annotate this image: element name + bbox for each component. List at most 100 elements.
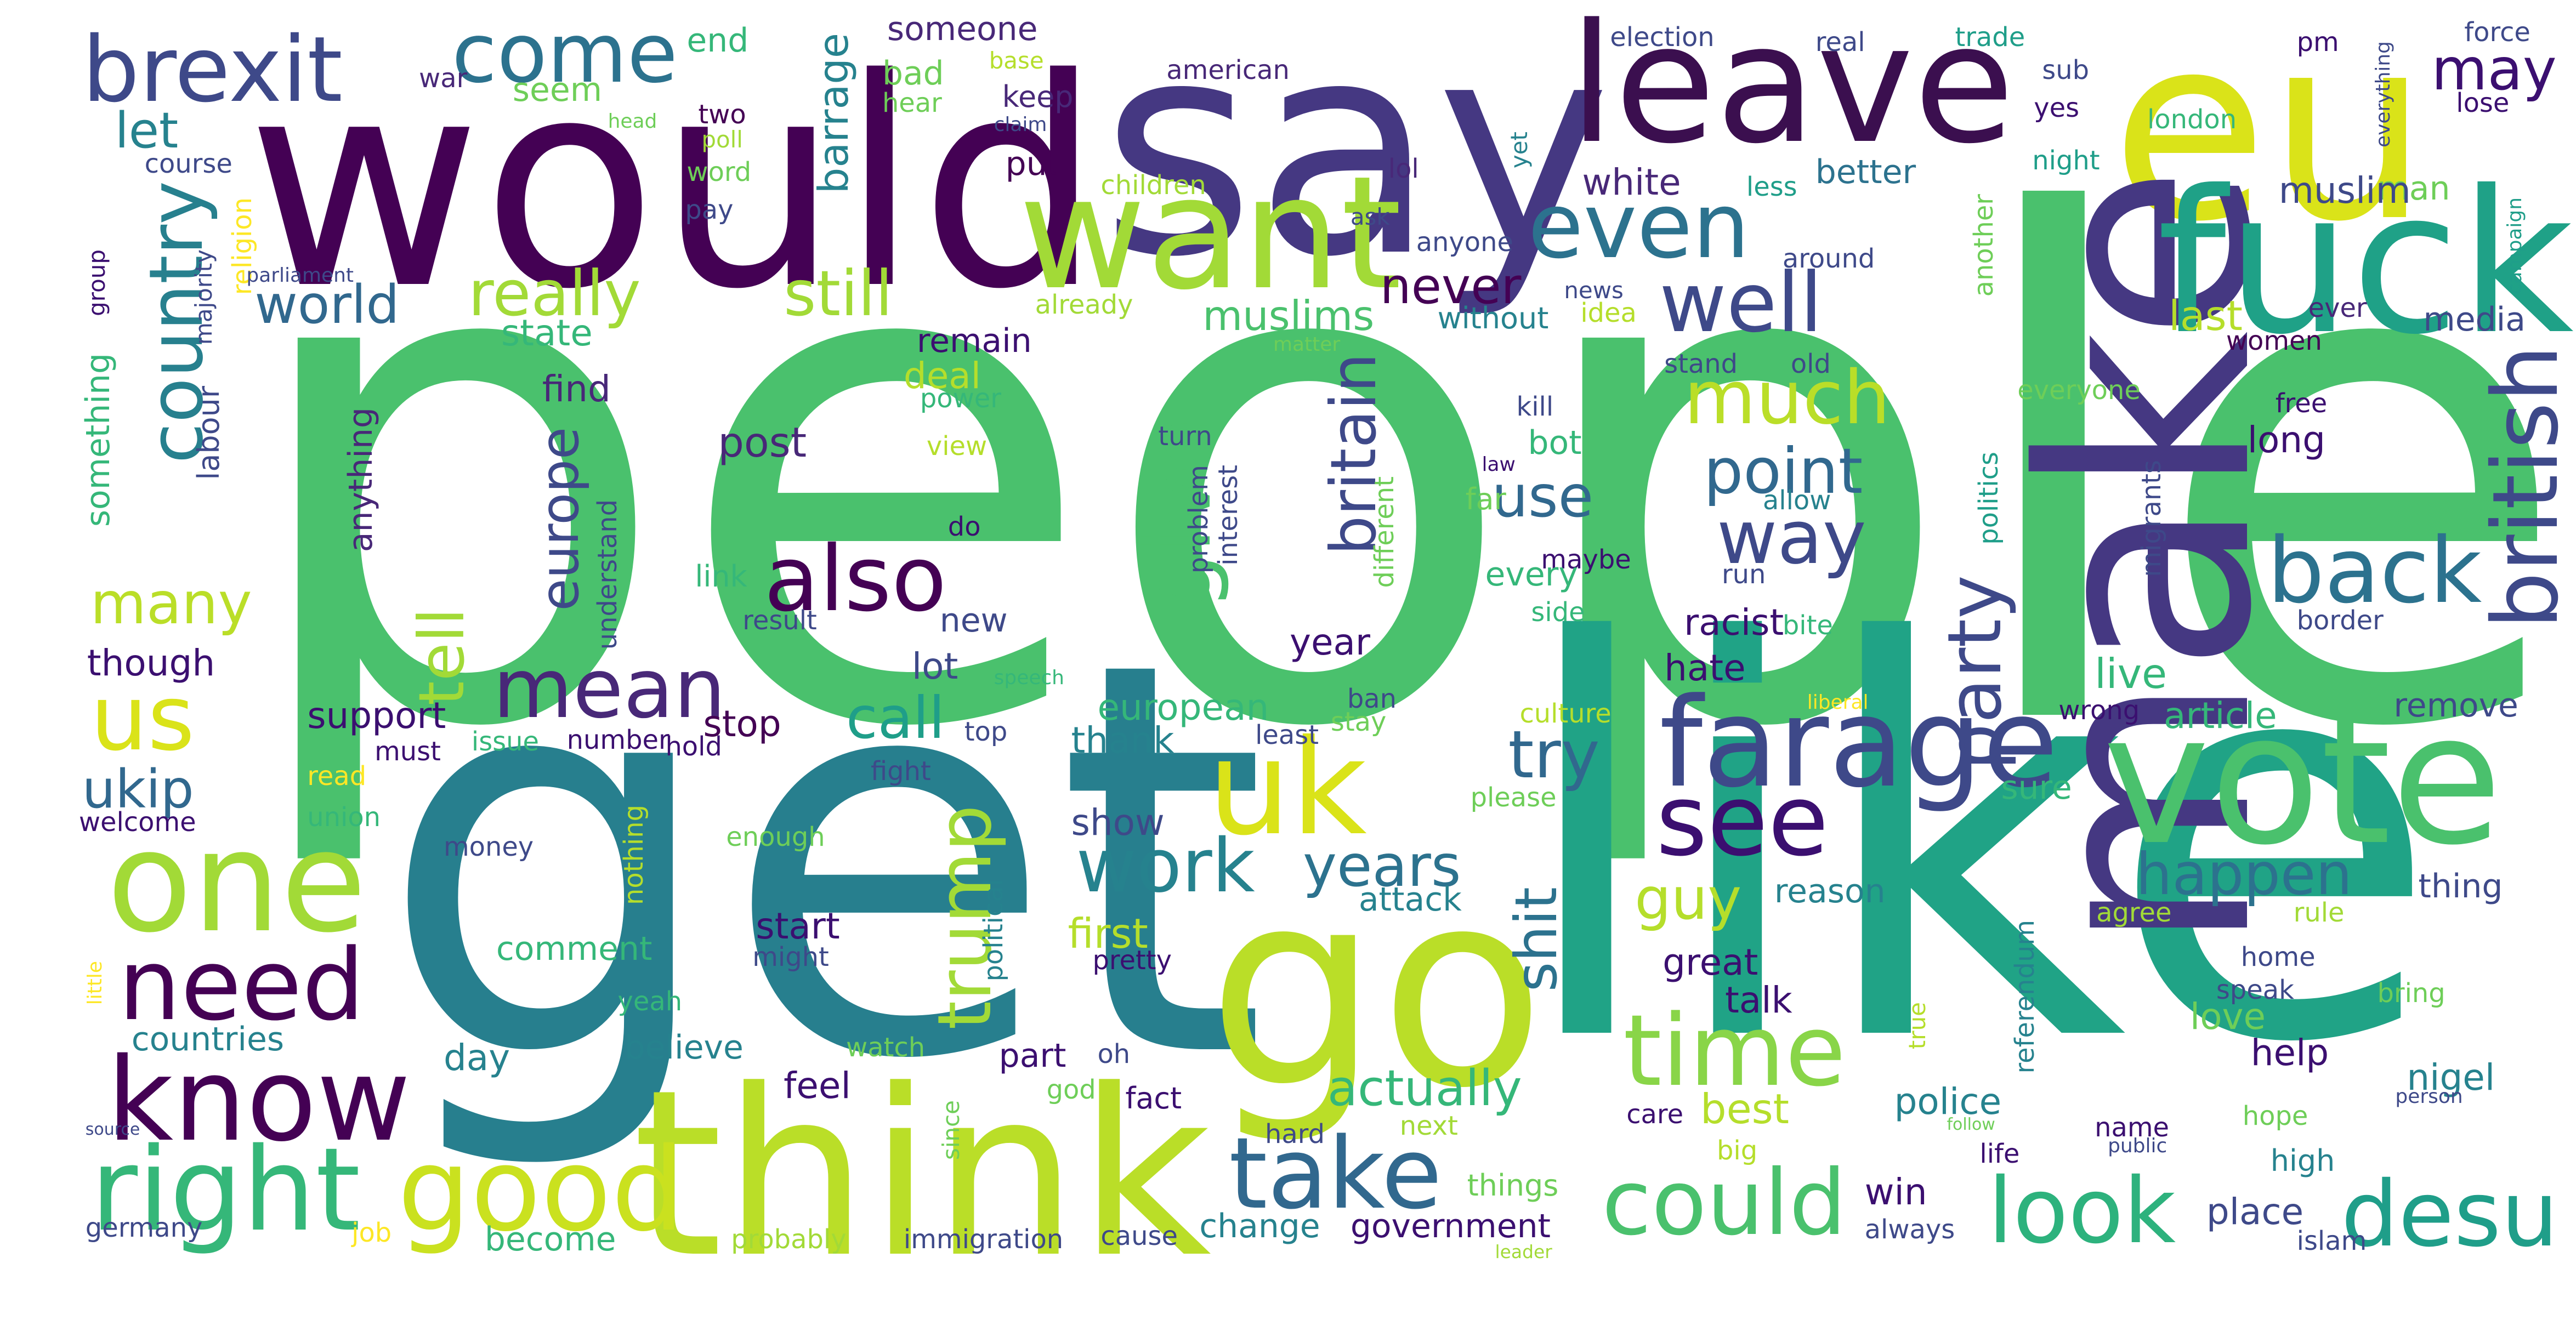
- word-europe: europe: [529, 427, 591, 611]
- word-work: work: [1076, 823, 1255, 909]
- word-find: find: [542, 368, 611, 411]
- word-cause: cause: [1100, 1221, 1178, 1252]
- word-world: world: [254, 274, 400, 336]
- word-parliament: parliament: [246, 264, 354, 287]
- word-view: view: [926, 431, 988, 462]
- word-one: one: [106, 801, 367, 964]
- word-racist: racist: [1684, 601, 1784, 644]
- word-think: think: [632, 1040, 1212, 1308]
- word-win: win: [1864, 1171, 1927, 1214]
- word-lot: lot: [911, 645, 958, 688]
- word-border: border: [2296, 605, 2384, 636]
- word-barrage: barrage: [809, 32, 858, 194]
- word-start: start: [756, 904, 840, 947]
- word-take: take: [1229, 1117, 1443, 1232]
- word-culture: culture: [1519, 699, 1612, 730]
- word-also: also: [764, 526, 947, 631]
- word-first: first: [1068, 909, 1148, 958]
- word-issue: issue: [471, 727, 539, 758]
- word-get: get: [378, 546, 1268, 1177]
- word-people: people: [235, 74, 2574, 878]
- word-nothing: nothing: [619, 805, 649, 906]
- word-always: always: [1864, 1215, 1955, 1245]
- word-hate: hate: [1664, 647, 1746, 690]
- word-guy: guy: [1635, 865, 1742, 932]
- word-real: real: [1815, 27, 1865, 58]
- word-pretty: pretty: [1092, 945, 1172, 976]
- word-fight: fight: [870, 756, 931, 787]
- word-look: look: [1988, 1158, 2176, 1264]
- word-two: two: [698, 99, 746, 130]
- word-different: different: [1369, 476, 1400, 588]
- word-eu: eu: [2111, 0, 2430, 277]
- word-sub: sub: [2042, 55, 2089, 86]
- word-live: live: [2095, 650, 2168, 698]
- word-home: home: [2240, 942, 2316, 972]
- word-show: show: [1071, 801, 1165, 844]
- word-trade: trade: [1955, 22, 2025, 53]
- word-point: point: [1704, 434, 1863, 508]
- word-money: money: [443, 832, 534, 863]
- word-referendum: referendum: [2010, 919, 2041, 1074]
- word-wrong: wrong: [2058, 696, 2140, 726]
- word-let: let: [115, 102, 179, 160]
- word-man: man: [2377, 169, 2450, 208]
- word-campaign: campaign: [2504, 197, 2527, 294]
- word-bad: bad: [882, 54, 944, 93]
- word-actually: actually: [1327, 1060, 1522, 1117]
- word-shit: shit: [1503, 886, 1570, 992]
- word-need: need: [118, 928, 365, 1043]
- word-long: long: [2247, 419, 2325, 462]
- word-name: name: [2095, 1113, 2170, 1143]
- word-speech: speech: [994, 667, 1064, 690]
- word-become: become: [484, 1220, 616, 1259]
- word-enough: enough: [726, 822, 825, 853]
- word-children: children: [1100, 170, 1206, 201]
- word-understand: understand: [592, 499, 623, 650]
- word-support: support: [307, 695, 446, 737]
- word-years: years: [1302, 833, 1461, 900]
- word-pay: pay: [685, 195, 734, 225]
- word-migrants: migrants: [2137, 459, 2168, 577]
- word-job: job: [351, 1218, 392, 1249]
- word-far: far: [1465, 481, 1506, 516]
- word-really: really: [468, 257, 641, 331]
- word-day: day: [443, 1036, 510, 1079]
- word-person: person: [2395, 1085, 2463, 1108]
- word-yeah: yeah: [617, 986, 683, 1017]
- word-another: another: [1969, 194, 2000, 297]
- word-keep: keep: [1002, 79, 1074, 114]
- word-since: since: [937, 1100, 964, 1160]
- word-though: though: [87, 642, 215, 685]
- word-number: number: [566, 725, 669, 756]
- word-little: little: [83, 960, 106, 1005]
- word-maybe: maybe: [1541, 544, 1631, 575]
- word-party: party: [1932, 574, 2018, 770]
- word-power: power: [920, 384, 1001, 414]
- word-course: course: [144, 149, 232, 179]
- word-link: link: [695, 559, 747, 594]
- word-life: life: [1979, 1139, 2020, 1170]
- word-great: great: [1663, 941, 1758, 983]
- word-part: part: [998, 1036, 1066, 1075]
- word-good: good: [398, 1123, 684, 1258]
- word-anyone: anyone: [1416, 227, 1513, 258]
- word-ukip: ukip: [82, 759, 194, 821]
- word-thing: thing: [2418, 867, 2503, 906]
- word-every: every: [1485, 555, 1578, 594]
- word-would: would: [246, 16, 1102, 352]
- word-bot: bot: [1528, 424, 1582, 462]
- word-comment: comment: [496, 929, 652, 968]
- word-news: news: [1564, 277, 1624, 304]
- word-see: see: [1656, 764, 1829, 879]
- word-talk: talk: [1724, 978, 1792, 1021]
- word-allow: allow: [1762, 485, 1831, 516]
- word-women: women: [2226, 326, 2322, 357]
- word-night: night: [2032, 145, 2100, 176]
- word-islam: islam: [2296, 1226, 2367, 1257]
- word-better: better: [1815, 152, 1916, 191]
- word-agree: agree: [2096, 897, 2172, 928]
- word-immigration: immigration: [903, 1225, 1064, 1255]
- word-word: word: [686, 157, 752, 187]
- word-top: top: [964, 717, 1008, 748]
